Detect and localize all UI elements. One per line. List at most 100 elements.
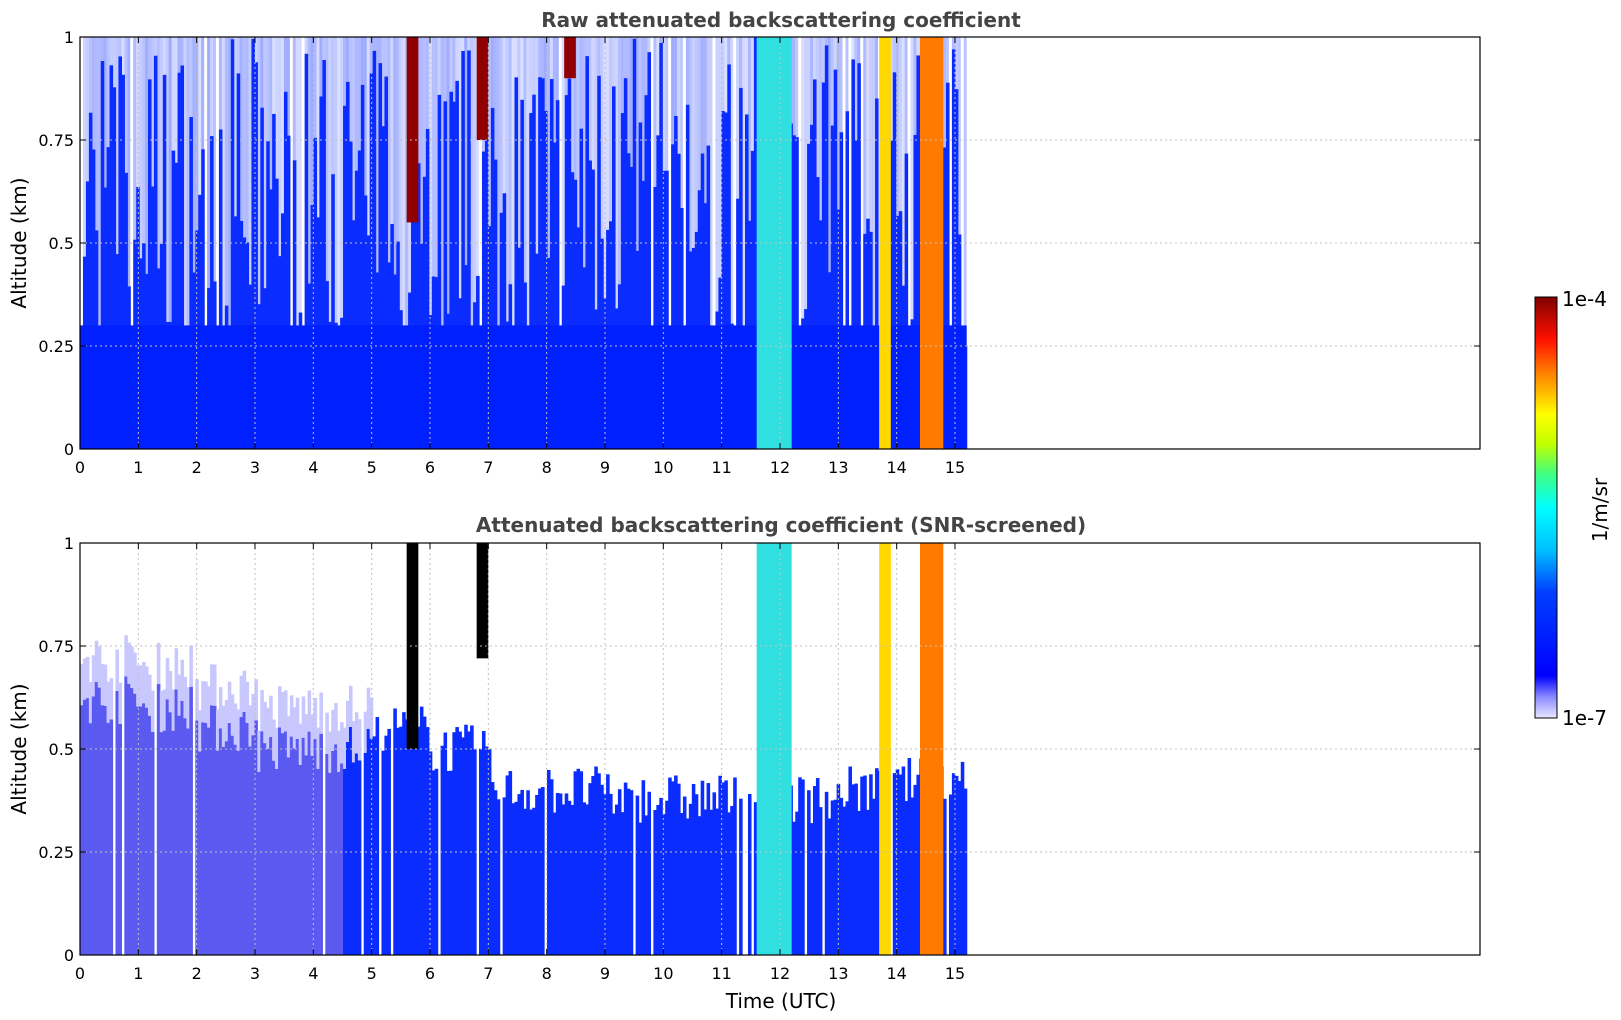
profile-column	[943, 798, 947, 955]
profile-column	[94, 681, 99, 955]
profile-column	[733, 777, 737, 955]
noise-column	[724, 37, 728, 113]
profile-column	[227, 722, 232, 955]
profile-column	[594, 766, 598, 955]
noise-column	[555, 37, 559, 101]
noise-column	[904, 37, 908, 154]
x-tick-label: 0	[75, 964, 85, 983]
noise-column	[736, 37, 740, 199]
noise-column	[694, 37, 698, 232]
profile-column	[177, 715, 182, 955]
profile-column	[251, 735, 255, 955]
noise-column	[310, 37, 314, 205]
profile-column	[866, 809, 870, 955]
profile-column	[875, 98, 879, 449]
x-tick-label: 14	[886, 458, 906, 477]
noise-column	[304, 37, 308, 54]
noise-column	[502, 37, 506, 194]
aerosol-haze	[186, 687, 190, 729]
profile-column	[674, 116, 678, 449]
profile-column	[860, 776, 864, 955]
noise-column	[142, 37, 146, 244]
noise-column	[476, 37, 479, 276]
x-tick-label: 13	[828, 458, 848, 477]
noise-column	[612, 37, 615, 87]
profile-column	[644, 815, 649, 955]
aerosol-haze	[168, 670, 173, 713]
x-tick-label: 8	[542, 964, 552, 983]
profile-column	[381, 750, 386, 955]
profile-column	[467, 50, 471, 450]
y-axis-label: Altitude (km)	[7, 683, 31, 814]
aerosol-haze	[85, 656, 90, 699]
aerosol-haze	[337, 730, 341, 772]
profile-column	[591, 775, 595, 955]
profile-column	[659, 42, 663, 449]
aerosol-haze	[189, 645, 193, 687]
profile-column	[815, 778, 820, 955]
profile-column	[948, 794, 953, 955]
noise-column	[538, 37, 542, 78]
colorbar: 1e-4 1e-7 1/m/sr	[1534, 287, 1612, 730]
profile-column	[954, 775, 959, 955]
profile-column	[626, 153, 631, 449]
noise-column	[529, 37, 533, 114]
noise-column	[428, 37, 432, 316]
noise-column	[224, 37, 228, 306]
profile-column	[416, 163, 421, 449]
profile-column	[266, 748, 270, 955]
noise-column	[168, 37, 172, 322]
noise-column	[298, 37, 302, 313]
noise-column	[316, 37, 320, 218]
profile-column	[493, 159, 498, 449]
profile-column	[682, 796, 687, 955]
profile-column	[422, 176, 427, 449]
noise-column	[898, 37, 902, 212]
profile-column	[218, 728, 223, 955]
noise-column	[730, 37, 734, 324]
x-tick-label: 11	[711, 964, 731, 983]
profile-column	[801, 779, 805, 955]
noise-column	[600, 37, 604, 239]
x-tick-label: 10	[653, 964, 673, 983]
profile-column	[795, 137, 799, 449]
profile-column	[150, 731, 155, 955]
profile-column	[614, 804, 619, 955]
noise-column	[106, 37, 110, 148]
noise-column	[818, 37, 822, 221]
profile-column	[136, 706, 140, 955]
profile-column	[845, 111, 850, 450]
profile-column	[620, 812, 625, 955]
profile-column	[591, 169, 595, 450]
noise-column	[145, 37, 148, 274]
noise-column	[505, 37, 509, 322]
profile-column	[549, 79, 554, 449]
profile-column	[233, 744, 238, 955]
noise-column	[954, 37, 958, 90]
profile-column	[697, 190, 702, 449]
profile-column	[511, 803, 516, 955]
noise-column	[319, 37, 323, 97]
profile-column	[260, 107, 264, 449]
noise-column	[514, 37, 518, 78]
profile-column	[792, 135, 796, 449]
profile-column	[363, 752, 368, 955]
noise-column	[343, 37, 346, 106]
x-tick-label: 1	[133, 964, 143, 983]
profile-column	[520, 99, 524, 450]
profile-column	[913, 784, 918, 955]
profile-column	[328, 772, 332, 955]
noise-column	[233, 37, 237, 217]
y-tick-label: 0	[64, 946, 74, 965]
profile-column	[913, 134, 918, 449]
profile-column	[278, 727, 282, 955]
profile-column	[80, 705, 84, 955]
profile-column	[280, 733, 285, 955]
noise-column	[357, 37, 361, 151]
profile-column	[399, 726, 403, 955]
aerosol-haze	[204, 681, 208, 723]
profile-column	[484, 121, 489, 449]
noise-column	[821, 37, 825, 83]
noise-column	[872, 37, 876, 343]
profile-column	[189, 686, 193, 955]
